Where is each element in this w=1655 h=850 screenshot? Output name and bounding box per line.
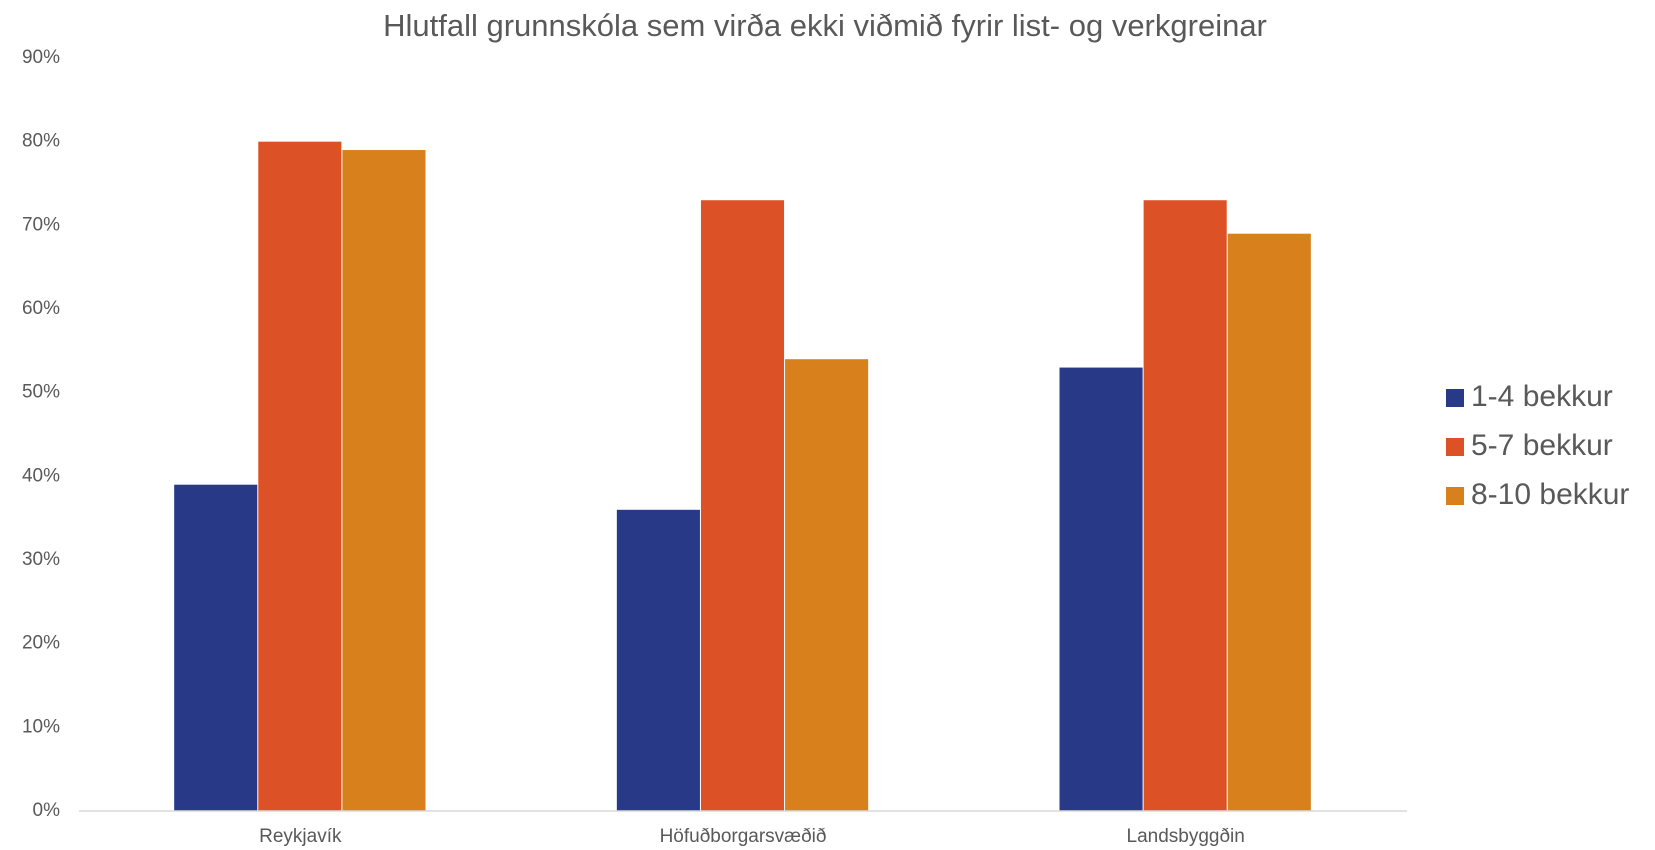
bar — [1059, 367, 1143, 811]
legend-swatch — [1446, 389, 1464, 407]
legend-label: 1-4 bekkur — [1471, 380, 1613, 413]
bar — [258, 141, 342, 811]
bar — [1143, 200, 1227, 811]
bar — [785, 359, 869, 811]
y-tick-label: 0% — [33, 800, 61, 821]
bar — [616, 509, 700, 811]
bar — [1227, 233, 1311, 811]
bar — [174, 484, 258, 811]
legend-swatch — [1446, 487, 1464, 505]
y-tick-label: 90% — [22, 47, 60, 68]
legend-label: 5-7 bekkur — [1471, 429, 1613, 462]
y-tick-label: 80% — [22, 131, 60, 152]
x-tick-label: Reykjavík — [259, 826, 342, 847]
y-tick-label: 60% — [22, 298, 60, 319]
x-tick-label: Höfuðborgarsvæðið — [660, 826, 827, 847]
bar — [342, 150, 426, 812]
bar — [700, 200, 785, 811]
legend-label: 8-10 bekkur — [1471, 478, 1629, 511]
y-tick-label: 40% — [22, 465, 60, 486]
legend-swatch — [1446, 438, 1464, 456]
y-tick-label: 20% — [22, 633, 60, 654]
y-tick-label: 30% — [22, 549, 60, 570]
y-tick-label: 50% — [22, 382, 60, 403]
y-tick-label: 10% — [22, 716, 60, 737]
x-tick-label: Landsbyggðin — [1127, 826, 1245, 847]
y-tick-label: 70% — [22, 214, 60, 235]
chart-title: Hlutfall grunnskóla sem virða ekki viðmi… — [383, 8, 1267, 43]
